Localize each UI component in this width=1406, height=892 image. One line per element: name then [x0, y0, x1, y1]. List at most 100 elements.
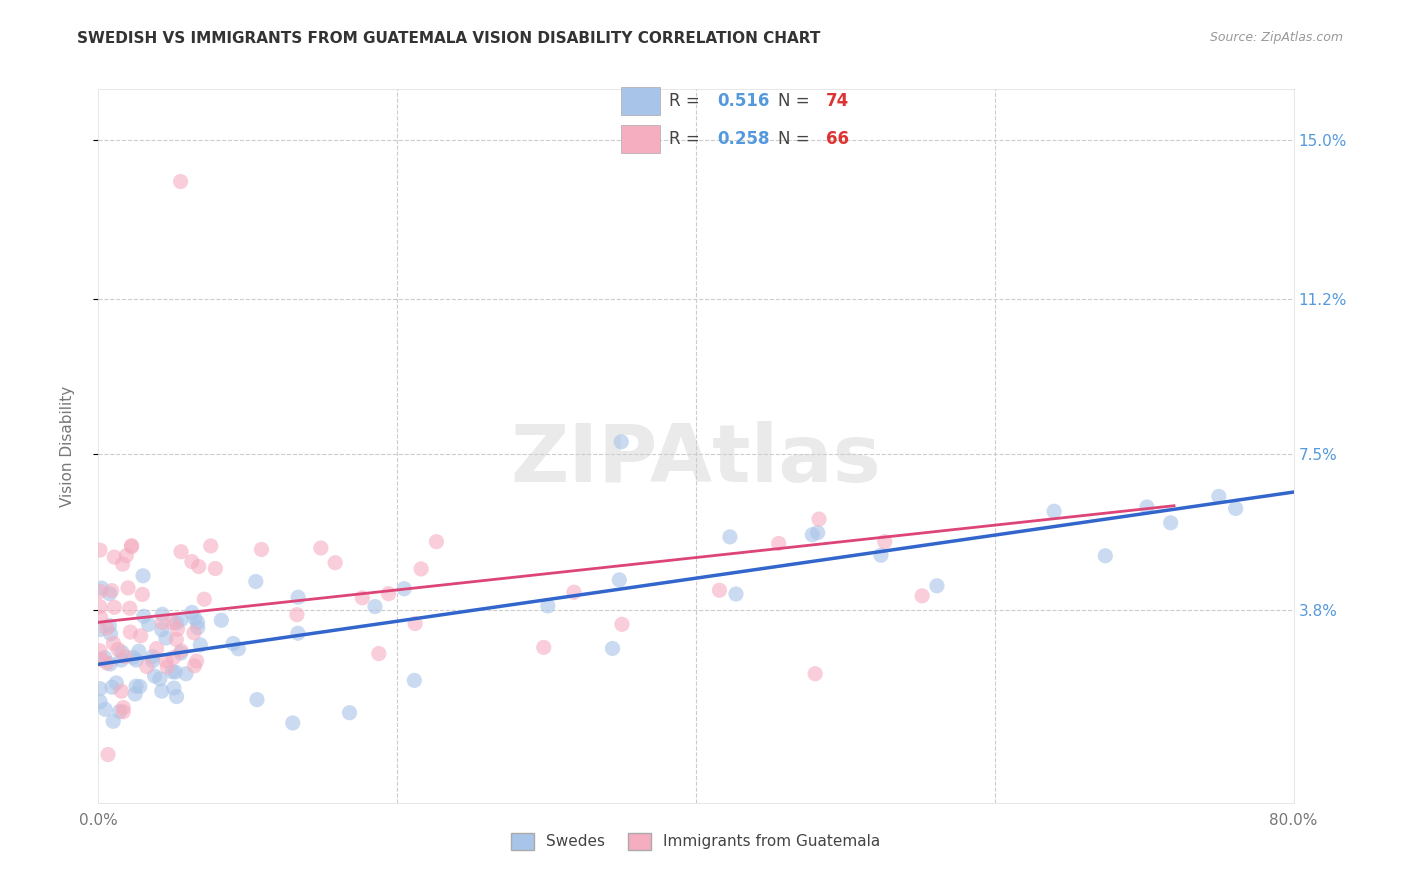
Point — [610, 617, 633, 632]
Point — [115, 549, 138, 563]
Point — [209, 613, 232, 627]
Point — [145, 641, 167, 656]
Point — [718, 530, 741, 544]
Point — [287, 626, 309, 640]
Point — [807, 525, 830, 540]
Point — [107, 642, 129, 657]
Point — [709, 583, 731, 598]
Point — [394, 582, 416, 596]
Point — [323, 556, 346, 570]
Point — [170, 545, 193, 559]
Point — [111, 645, 134, 659]
Point — [128, 680, 150, 694]
Point — [287, 591, 309, 605]
Point — [1094, 549, 1116, 563]
Point — [1225, 501, 1247, 516]
Point — [96, 656, 118, 670]
Point — [873, 534, 896, 549]
Point — [411, 562, 433, 576]
Point — [562, 585, 585, 599]
Point — [110, 653, 132, 667]
Point — [124, 687, 146, 701]
Point — [339, 706, 361, 720]
Point — [132, 609, 155, 624]
Point — [155, 631, 177, 645]
Point — [188, 638, 211, 652]
Point — [162, 615, 184, 630]
Point — [131, 587, 153, 601]
Point — [170, 646, 193, 660]
Point — [281, 715, 304, 730]
Point — [150, 615, 173, 630]
Point — [193, 592, 215, 607]
Point — [174, 666, 197, 681]
Point — [89, 695, 111, 709]
Point — [404, 616, 426, 631]
Point — [138, 617, 160, 632]
Point — [364, 599, 387, 614]
Text: 66: 66 — [827, 130, 849, 148]
Point — [352, 591, 374, 605]
Y-axis label: Vision Disability: Vision Disability — [60, 385, 75, 507]
Text: ZIPAtlas: ZIPAtlas — [510, 421, 882, 500]
Point — [93, 650, 115, 665]
Point — [250, 542, 273, 557]
Point — [128, 644, 150, 658]
Point — [114, 649, 136, 664]
Text: R =: R = — [669, 92, 704, 110]
Point — [204, 561, 226, 575]
Point — [97, 747, 120, 762]
Point — [911, 589, 934, 603]
Text: N =: N = — [778, 92, 814, 110]
Point — [377, 587, 399, 601]
Point — [149, 672, 172, 686]
Point — [166, 690, 188, 704]
Point — [156, 660, 179, 674]
Point — [155, 654, 177, 668]
Point — [118, 601, 141, 615]
Point — [100, 583, 122, 598]
Point — [285, 607, 308, 622]
Point — [98, 618, 121, 632]
Point — [103, 636, 125, 650]
Point — [122, 650, 145, 665]
Point — [98, 657, 121, 671]
Point — [89, 599, 111, 614]
Point — [1136, 500, 1159, 514]
Point — [89, 644, 111, 658]
Point — [187, 559, 209, 574]
Point — [183, 611, 205, 625]
Text: 0.516: 0.516 — [717, 92, 770, 110]
Point — [108, 705, 131, 719]
Point — [135, 659, 157, 673]
Text: N =: N = — [778, 130, 814, 148]
Text: Source: ZipAtlas.com: Source: ZipAtlas.com — [1209, 31, 1343, 45]
Point — [98, 587, 121, 601]
Point — [165, 632, 187, 647]
Point — [105, 676, 128, 690]
Point — [602, 641, 624, 656]
Point — [165, 665, 187, 679]
Text: R =: R = — [669, 130, 704, 148]
Point — [112, 700, 135, 714]
Point — [163, 681, 186, 695]
Point — [1208, 489, 1230, 503]
Point — [132, 569, 155, 583]
Point — [200, 539, 222, 553]
Point — [117, 581, 139, 595]
Point — [226, 641, 249, 656]
Point — [96, 621, 118, 635]
Point — [367, 647, 389, 661]
Text: 74: 74 — [827, 92, 849, 110]
Point — [129, 629, 152, 643]
Point — [165, 615, 187, 630]
Point — [1043, 504, 1066, 518]
Point — [607, 573, 630, 587]
Bar — [620, 87, 659, 115]
Point — [89, 584, 111, 599]
Point — [90, 610, 112, 624]
Point — [101, 680, 124, 694]
Point — [89, 543, 111, 558]
Point — [150, 623, 173, 637]
Point — [170, 613, 193, 627]
